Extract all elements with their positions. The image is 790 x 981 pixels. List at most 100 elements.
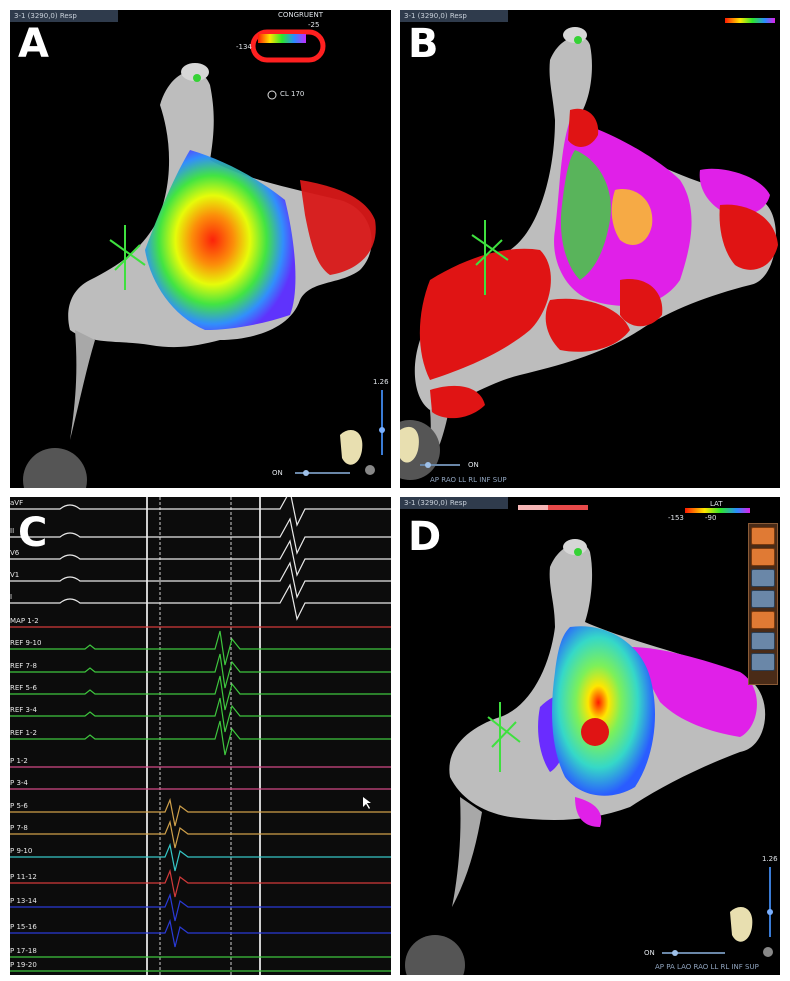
view-buttons[interactable]: AP RAO LL RL INF SUP [430, 476, 507, 484]
scar-region [719, 204, 778, 270]
tool-button[interactable] [751, 527, 775, 545]
lead-label: aVF [10, 499, 24, 507]
legend-min: -153 [668, 514, 684, 522]
catheter-tip-icon [574, 36, 582, 44]
orientation-widget[interactable] [405, 935, 465, 975]
map-info-bar: 3-1 (3290,0) Resp [400, 10, 508, 22]
cycle-length: CL 170 [280, 90, 305, 98]
catheter-tip-icon [193, 74, 201, 82]
lead-label: P 17-18 [10, 947, 37, 955]
toggle-label[interactable]: ON [644, 949, 655, 957]
catheter-icon [109, 225, 146, 290]
scar-region [419, 248, 551, 380]
transparency-handle[interactable] [425, 462, 431, 468]
late-activation-region [575, 797, 602, 827]
tool-button[interactable] [751, 548, 775, 566]
lead-label: REF 1-2 [10, 729, 37, 737]
tool-button[interactable] [751, 611, 775, 629]
catheter-tip-icon [574, 548, 582, 556]
trace-ref-5-6 [10, 675, 391, 711]
tool-button[interactable] [751, 653, 775, 671]
border-zone [611, 189, 653, 245]
voltage-map-b[interactable] [400, 10, 780, 488]
catheter-icon [471, 220, 509, 295]
lead-label: V1 [10, 571, 20, 579]
map-info-bar: 3-1 (3290,0) Resp [400, 497, 508, 509]
panel-label: D [408, 514, 442, 560]
trace-avf [10, 497, 391, 527]
scale-value: 1.26 [762, 855, 778, 863]
trace-p-7-8 [10, 819, 391, 849]
scar-region [568, 108, 599, 147]
scale-value: 1.26 [373, 378, 389, 386]
lead-label: REF 7-8 [10, 662, 37, 670]
vein-ostium [181, 63, 209, 81]
panel-a: 3-1 (3290,0) Resp [10, 10, 391, 488]
panel-b: 3-1 (3290,0) Resp [400, 10, 780, 488]
legend-tag: LAT [710, 500, 723, 508]
panel-c: aVF II V6 V1 I MAP 1-2 REF 9-10 REF 7-8 REF 5-6 R… [10, 497, 391, 975]
scar-region [430, 385, 485, 419]
trace-p-13-14 [10, 892, 391, 922]
legend-header: CONGRUENT [278, 11, 323, 19]
trace-p-5-6 [10, 797, 391, 827]
border-zone [560, 150, 611, 280]
tool-panel [748, 523, 778, 685]
legend-gradient [725, 18, 775, 23]
lead-label: I [10, 593, 13, 601]
lead-label: II [10, 527, 15, 535]
appendage [452, 797, 482, 907]
progress-fill [518, 505, 548, 510]
tool-button[interactable] [751, 569, 775, 587]
scar-region-a [300, 180, 376, 275]
lead-label: REF 3-4 [10, 706, 37, 714]
panel-label: C [18, 510, 48, 556]
lead-label: P 9-10 [10, 847, 33, 855]
panel-label: A [18, 21, 49, 67]
scale-handle[interactable] [379, 427, 385, 433]
transparency-handle[interactable] [303, 470, 309, 476]
trace-v1 [10, 561, 391, 599]
legend-min: -134 [236, 43, 252, 51]
lead-label: REF 5-6 [10, 684, 37, 692]
trace-p-9-10 [10, 842, 391, 872]
lead-label: P 19-20 [10, 961, 37, 969]
scale-handle[interactable] [767, 909, 773, 915]
trace-p-11-12 [10, 868, 391, 898]
progress-gauge [518, 505, 588, 510]
map-info-bar: 3-1 (3290,0) Resp [10, 10, 118, 22]
trace-ref-3-4 [10, 697, 391, 733]
appendage [70, 330, 95, 440]
heart-orientation-icon [730, 907, 753, 942]
trace-ii [10, 517, 391, 555]
panel-label: B [408, 21, 439, 67]
orientation-widget[interactable] [23, 448, 87, 488]
toggle-label[interactable]: ON [468, 461, 479, 469]
lead-label: P 5-6 [10, 802, 28, 810]
transparency-handle[interactable] [672, 950, 678, 956]
lead-label: P 1-2 [10, 757, 28, 765]
tool-button[interactable] [751, 590, 775, 608]
trace-ref-1-2 [10, 720, 391, 756]
panel-d: 3-1 (3290,0) Resp [400, 497, 780, 975]
heart-orientation-icon [340, 430, 363, 465]
view-buttons[interactable]: AP PA LAO RAO LL RL INF SUP [655, 963, 759, 971]
lead-label: REF 9-10 [10, 639, 42, 647]
earliest-activation-site [581, 718, 609, 746]
activation-map-a[interactable] [10, 10, 391, 488]
scar-region [620, 279, 663, 327]
late-activation-region [630, 647, 757, 737]
trace-i [10, 583, 391, 621]
activation-map-d[interactable] [400, 497, 780, 975]
mouse-cursor-icon [363, 797, 371, 809]
lead-label: P 3-4 [10, 779, 28, 787]
lead-label: MAP 1-2 [10, 617, 39, 625]
legend-gradient [258, 34, 306, 43]
trace-ref-7-8 [10, 653, 391, 689]
view-button-icon[interactable] [365, 465, 375, 475]
trace-p-15-16 [10, 918, 391, 948]
trace-v6 [10, 539, 391, 577]
view-button-icon[interactable] [763, 947, 773, 957]
toggle-label[interactable]: ON [272, 469, 283, 477]
tool-button[interactable] [751, 632, 775, 650]
